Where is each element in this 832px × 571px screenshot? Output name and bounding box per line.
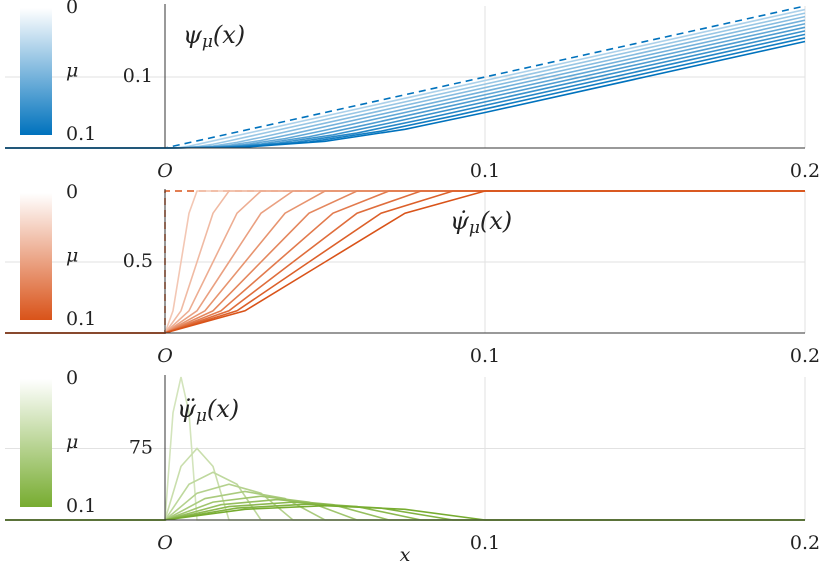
label-base: ψ bbox=[183, 21, 203, 49]
curve bbox=[5, 501, 805, 521]
curve bbox=[5, 33, 806, 149]
x-tick-label: O bbox=[157, 160, 173, 182]
y-tick-label: 0.1 bbox=[123, 65, 153, 87]
label-sub: μ bbox=[469, 218, 480, 238]
label-base: ψ̈ bbox=[177, 395, 197, 423]
colorbar-label: μ bbox=[66, 60, 78, 82]
x-tick-label: 0.2 bbox=[790, 160, 820, 182]
x-tick-label: 0.1 bbox=[470, 345, 500, 367]
colorbar bbox=[20, 379, 52, 507]
curve bbox=[5, 490, 805, 521]
colorbar bbox=[20, 193, 52, 320]
colorbar-tick-label: 0 bbox=[66, 367, 78, 389]
x-tick-label: 0.1 bbox=[470, 160, 500, 182]
y-tick-label: 0.5 bbox=[123, 250, 153, 272]
colorbar-tick-label: 0.1 bbox=[66, 123, 96, 145]
panel-label: ψμ(x) bbox=[183, 21, 245, 52]
y-tick-label: 75 bbox=[129, 437, 153, 459]
curve bbox=[5, 503, 805, 521]
colorbar-label: μ bbox=[66, 431, 78, 453]
colorbar-tick-label: 0 bbox=[66, 0, 78, 18]
label-arg: (x) bbox=[480, 207, 512, 235]
panel-label: ψ̈μ(x) bbox=[177, 395, 239, 426]
label-sub: μ bbox=[202, 32, 213, 52]
curve bbox=[5, 30, 806, 149]
x-tick-label: O bbox=[157, 532, 173, 554]
panel-label: ψ̇μ(x) bbox=[450, 207, 512, 238]
colorbar bbox=[20, 8, 52, 135]
label-sub: μ bbox=[196, 406, 207, 426]
curve bbox=[5, 483, 805, 521]
colorbar-tick-label: 0 bbox=[66, 181, 78, 203]
label-arg: (x) bbox=[213, 21, 245, 49]
x-axis-label: x bbox=[400, 544, 411, 566]
colorbar-tick-label: 0.1 bbox=[66, 308, 96, 330]
label-arg: (x) bbox=[207, 395, 239, 423]
label-base: ψ̇ bbox=[450, 207, 470, 235]
x-tick-label: 0.2 bbox=[790, 345, 820, 367]
x-tick-label: 0.1 bbox=[470, 532, 500, 554]
x-tick-label: 0.2 bbox=[790, 532, 820, 554]
colorbar-label: μ bbox=[66, 245, 78, 267]
colorbar-tick-label: 0.1 bbox=[66, 495, 96, 517]
x-tick-label: O bbox=[157, 345, 173, 367]
